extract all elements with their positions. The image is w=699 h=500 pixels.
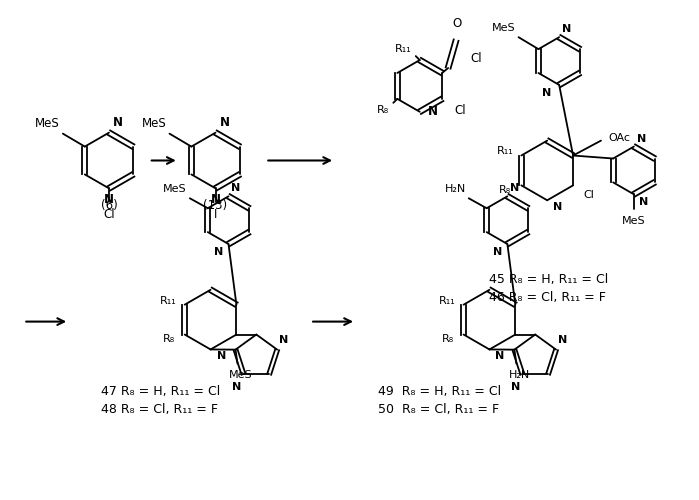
Text: N: N [558,334,568,344]
Text: MeS: MeS [164,184,187,194]
Text: N: N [510,184,519,194]
Text: MeS: MeS [492,23,516,33]
Text: MeS: MeS [229,370,252,380]
Text: N: N [637,134,646,143]
Text: N: N [217,352,226,362]
Text: H₂N: H₂N [509,370,530,380]
Text: MeS: MeS [622,216,646,226]
Text: N: N [542,88,552,98]
Text: R₁₁: R₁₁ [395,44,412,54]
Text: Cl: Cl [103,208,115,221]
Text: O: O [452,17,462,30]
Text: R₈: R₈ [163,334,175,344]
Text: N: N [639,198,648,207]
Text: OAc: OAc [608,132,630,142]
Text: N: N [553,202,563,212]
Text: Cl: Cl [583,190,594,200]
Text: N: N [219,116,229,128]
Text: R₁₁: R₁₁ [439,296,456,306]
Text: Cl: Cl [454,104,466,117]
Text: N: N [210,194,220,206]
Text: N: N [279,334,289,344]
Text: Cl: Cl [470,52,482,64]
Text: N: N [113,116,123,128]
Text: R₈: R₈ [377,105,389,115]
Text: N: N [511,382,520,392]
Text: R₈: R₈ [499,186,512,196]
Text: MeS: MeS [35,116,60,130]
Text: H₂N: H₂N [445,184,466,194]
Text: N: N [232,382,241,392]
Text: 47 R₈ = H, R₁₁ = Cl: 47 R₈ = H, R₁₁ = Cl [101,384,220,398]
Text: N: N [493,247,503,257]
Text: N: N [215,247,224,257]
Text: 45 R₈ = H, R₁₁ = Cl: 45 R₈ = H, R₁₁ = Cl [489,274,609,286]
Text: N: N [496,352,505,362]
Text: R₁₁: R₁₁ [496,146,513,156]
Text: N: N [562,24,571,34]
Text: R₈: R₈ [442,334,454,344]
Text: N: N [428,106,438,118]
Text: N: N [231,184,240,194]
Text: N: N [104,194,114,206]
Text: (6): (6) [101,198,117,212]
Text: I: I [214,208,217,221]
Text: 48 R₈ = Cl, R₁₁ = F: 48 R₈ = Cl, R₁₁ = F [101,402,218,415]
Text: 49  R₈ = H, R₁₁ = Cl: 49 R₈ = H, R₁₁ = Cl [378,384,501,398]
Text: 50  R₈ = Cl, R₁₁ = F: 50 R₈ = Cl, R₁₁ = F [378,402,499,415]
Text: 46 R₈ = Cl, R₁₁ = F: 46 R₈ = Cl, R₁₁ = F [489,291,606,304]
Text: R₁₁: R₁₁ [160,296,177,306]
Text: MeS: MeS [142,116,166,130]
Text: (13): (13) [203,198,228,212]
